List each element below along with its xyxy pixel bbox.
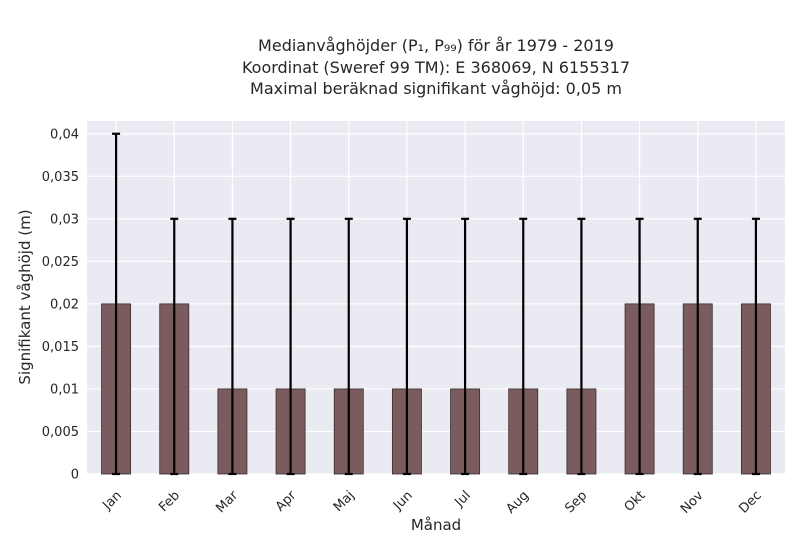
title-line-2: Koordinat (Sweref 99 TM): E 368069, N 61…: [242, 58, 630, 77]
error-bar-jul: [461, 217, 470, 476]
x-tick-label-nov: Nov: [678, 488, 707, 517]
x-axis-ticks: Jan Feb Mar Apr Maj Jun Jul Aug Sep Okt Nov Dec: [99, 488, 764, 517]
y-tick-label: 0,025: [42, 255, 79, 270]
x-tick-label-apr: Apr: [273, 488, 300, 515]
plot-area: [87, 121, 785, 474]
x-tick-label-sep: Sep: [562, 488, 590, 516]
title-line-3: Maximal beräknad signifikant våghöjd: 0,…: [250, 79, 622, 98]
x-tick-label-feb: Feb: [156, 488, 183, 515]
error-bar-aug: [519, 217, 528, 476]
error-bar-feb: [170, 217, 179, 476]
x-tick-label-mar: Mar: [213, 488, 241, 516]
error-bar-nov: [693, 217, 702, 476]
y-tick-label: 0,01: [50, 382, 79, 397]
error-bar-jan: [112, 132, 121, 476]
error-bars: [112, 132, 760, 476]
error-bar-dec: [751, 217, 760, 476]
x-tick-label-maj: Maj: [331, 488, 358, 515]
y-tick-label: 0,035: [42, 170, 79, 185]
x-tick-label-jun: Jun: [390, 488, 416, 514]
error-bar-okt: [635, 217, 644, 476]
x-tick-label-aug: Aug: [504, 488, 533, 517]
y-tick-label: 0,04: [50, 127, 79, 142]
x-tick-label-jan: Jan: [99, 488, 124, 513]
x-tick-label-okt: Okt: [622, 488, 649, 515]
error-bar-apr: [286, 217, 295, 476]
error-bar-maj: [344, 217, 353, 476]
error-bar-mar: [228, 217, 237, 476]
y-tick-label: 0,015: [42, 340, 79, 355]
y-tick-label: 0: [71, 468, 79, 483]
error-bar-jun: [402, 217, 411, 476]
x-tick-label-jul: Jul: [452, 488, 474, 510]
chart-title: Medianvåghöjder (P₁, P₉₉) för år 1979 - …: [242, 36, 630, 98]
y-axis-label: Signifikant våghöjd (m): [16, 209, 34, 384]
error-bar-sep: [577, 217, 586, 476]
title-line-1: Medianvåghöjder (P₁, P₉₉) för år 1979 - …: [258, 36, 614, 55]
x-tick-label-dec: Dec: [736, 488, 764, 516]
y-tick-label: 0,005: [42, 425, 79, 440]
x-axis-label: Månad: [411, 516, 461, 534]
y-axis-ticks: 0 0,005 0,01 0,015 0,02 0,025 0,03 0,035 0,04: [42, 127, 79, 482]
y-tick-label: 0,02: [50, 297, 79, 312]
y-tick-label: 0,03: [50, 212, 79, 227]
